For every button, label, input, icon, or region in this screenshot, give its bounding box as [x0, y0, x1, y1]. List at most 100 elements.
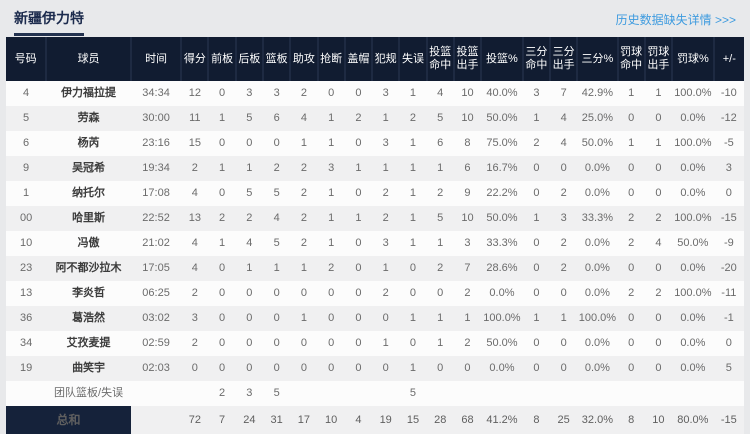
stat-cell: 3	[191, 312, 198, 324]
stat-cell: 5	[23, 112, 30, 124]
stat-cell: 1	[437, 162, 444, 174]
column-header: 罚球 命中	[617, 37, 646, 81]
column-header: 三分 命中	[522, 37, 552, 81]
stat-cell: 0	[655, 112, 662, 124]
stat-cell: 0	[273, 337, 280, 349]
stat-cell: 22.2%	[486, 187, 518, 199]
stat-cell: 17:08	[142, 187, 170, 199]
stat-cell: 2	[560, 187, 567, 199]
total-stat-cell: 10	[325, 414, 338, 426]
stat-cell: 30:00	[142, 112, 170, 124]
player-name-link[interactable]: 李炎哲	[72, 287, 106, 299]
stat-cell: 0	[533, 337, 540, 349]
stat-cell: 0.0%	[680, 312, 706, 324]
stat-cell: 1	[219, 162, 226, 174]
stat-cell: 3	[246, 87, 253, 99]
stat-cell: 0	[246, 137, 253, 149]
player-name-link[interactable]: 曲笑宇	[72, 362, 106, 374]
player-row: 19 曲笑宇 02:03 0 0 0 0 0 0 0 0 1 0 0 0.0% 0 0 0.0% 0 0 0.0% 5	[6, 356, 744, 381]
team-tab-title[interactable]: 新疆伊力特	[14, 8, 84, 36]
stat-cell: 1	[409, 212, 417, 224]
stat-cell: 1	[409, 162, 417, 174]
stat-cell: 50.0%	[486, 337, 518, 349]
stat-cell: -15	[720, 212, 737, 224]
stat-cell: 5	[273, 187, 280, 199]
total-stat-cell: 72	[188, 414, 201, 426]
stat-cell: -12	[720, 112, 737, 124]
player-name-link[interactable]: 阿不都沙拉木	[55, 262, 122, 274]
stat-cell: 4	[437, 87, 444, 99]
stat-cell: 0.0%	[489, 287, 515, 299]
stat-cell: 1	[328, 237, 335, 249]
player-name-link[interactable]: 吴冠希	[72, 162, 106, 174]
player-name-link[interactable]: 杨芮	[77, 137, 100, 149]
player-name-link[interactable]: 冯傲	[77, 237, 100, 249]
column-header: 盖帽	[344, 37, 374, 81]
stat-cell: 0	[560, 362, 567, 374]
stat-cell	[618, 381, 645, 406]
stat-cell: 0	[328, 312, 335, 324]
stat-cell	[481, 381, 523, 406]
stat-cell	[645, 381, 672, 406]
player-name-link[interactable]: 葛浩然	[72, 312, 106, 324]
stat-cell: 5	[725, 362, 732, 374]
stat-cell: 0	[628, 187, 635, 199]
stat-cell: 2	[191, 162, 198, 174]
stat-cell: 4	[246, 237, 253, 249]
stat-cell: 0	[219, 187, 226, 199]
column-header: 失误	[399, 37, 428, 81]
stat-cell: 2	[382, 287, 389, 299]
stat-cell: 0	[382, 312, 389, 324]
stat-cell: 0	[246, 312, 253, 324]
stat-cell: -9	[723, 237, 734, 249]
column-header: 号码	[6, 37, 48, 81]
player-row: 34 艾孜麦提 02:59 2 0 0 0 0 0 0 1 0 1 2 50.0% 0 0 0.0% 0 0 0.0% 0	[6, 331, 744, 356]
column-header: 罚球 出手	[644, 37, 674, 81]
stat-cell: 03:02	[142, 312, 170, 324]
player-row: 5 劳森 30:00 11 1 5 6 4 1 2 1 2 5 10 50.0% 1 4 25.0% 0 0 0.0% -…	[6, 106, 744, 131]
stat-cell: 100.0%	[483, 312, 521, 324]
stat-cell: 1	[409, 362, 417, 374]
stat-cell	[714, 381, 744, 406]
stat-cell	[672, 381, 714, 406]
stat-cell: 7	[560, 87, 567, 99]
stat-cell: 0	[355, 337, 362, 349]
stat-cell: 1	[273, 262, 280, 274]
stat-cell: 50.0%	[486, 112, 518, 124]
stat-cell: 0.0%	[584, 237, 610, 249]
stat-cell: 3	[246, 387, 253, 399]
player-name-link[interactable]: 伊力福拉提	[61, 87, 117, 99]
stat-cell: 0	[273, 287, 280, 299]
stat-cell: 0.0%	[584, 287, 610, 299]
stat-cell: 1	[382, 112, 389, 124]
stat-cell: 3	[382, 137, 389, 149]
stat-cell: 1	[437, 237, 444, 249]
total-stat-cell: 68	[461, 414, 474, 426]
history-missing-data-link[interactable]: 历史数据缺失详情 >>>	[615, 13, 736, 27]
stat-cell: 0	[409, 287, 417, 299]
player-name-link[interactable]: 劳森	[77, 112, 100, 124]
stat-cell: 3	[328, 162, 335, 174]
stat-cell: 0.0%	[680, 362, 706, 374]
stat-cell: 1	[628, 87, 635, 99]
stat-cell: 1	[409, 87, 417, 99]
player-name-link[interactable]: 哈里斯	[72, 212, 106, 224]
player-row: 23 阿不都沙拉木 17:05 4 0 1 1 1 2 0 1 0 2 7 28.6% 0 2 0.0% 0 0 0.0…	[6, 256, 744, 281]
stat-cell: 100.0%	[674, 212, 712, 224]
stat-cell: 28.6%	[486, 262, 518, 274]
stat-cell: 2	[300, 162, 307, 174]
stat-cell: 3	[273, 87, 280, 99]
player-name-link[interactable]: 艾孜麦提	[66, 337, 111, 349]
stat-cell: -1	[723, 312, 734, 324]
stat-cell: 0	[219, 312, 226, 324]
stat-cell: 12	[188, 87, 201, 99]
stat-cell: 13	[19, 287, 33, 299]
stat-cell: 19:34	[142, 162, 170, 174]
stat-cell: 0	[655, 337, 662, 349]
stat-cell: 2	[409, 112, 417, 124]
stat-cell: 5	[273, 237, 280, 249]
stat-cell: 1	[246, 262, 253, 274]
stat-cell: 1	[300, 312, 307, 324]
player-name-link[interactable]: 纳托尔	[72, 187, 106, 199]
total-stat-cell: 41.2%	[486, 414, 518, 426]
